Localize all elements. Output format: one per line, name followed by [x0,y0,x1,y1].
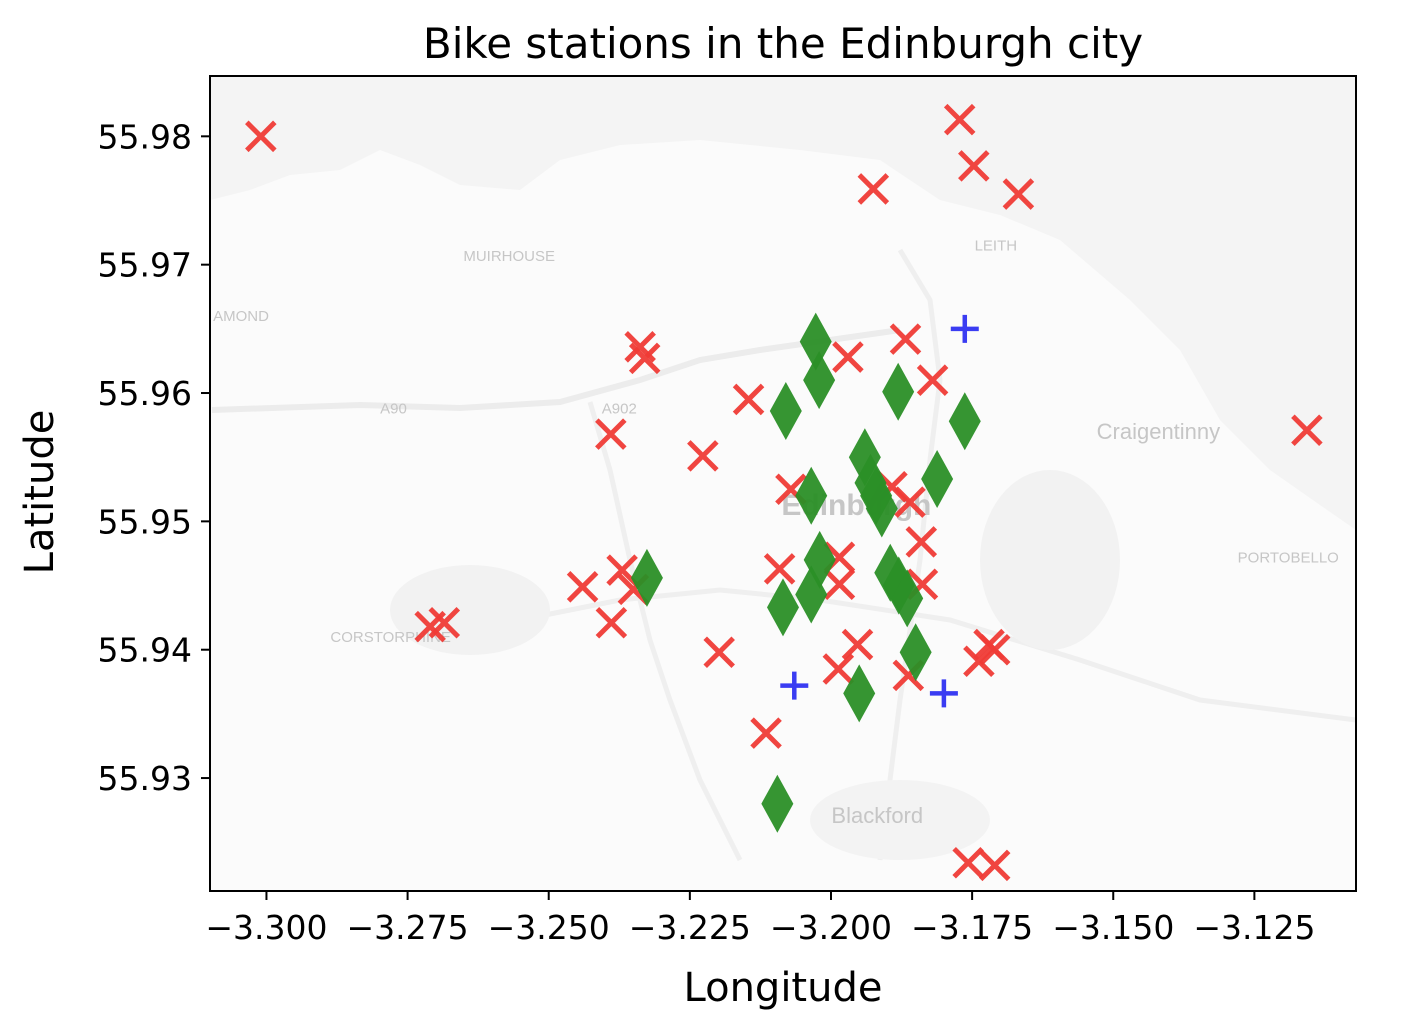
station-x-marker [963,645,995,678]
x-tick-label: −3.300 [205,908,327,947]
station-x-marker [628,342,661,375]
x-axis-label: Longitude [684,965,883,1011]
data-marks [245,103,1323,882]
station-x-marker [958,150,990,182]
y-tick-label: 55.95 [98,502,192,541]
map-label: A902 [602,401,637,418]
map-park-1 [390,565,550,655]
station-x-marker [894,486,926,518]
station-x-marker [595,606,628,639]
map-park-3 [810,780,990,860]
station-x-marker [245,120,277,153]
station-diamond-marker [767,578,799,637]
station-x-marker [750,717,782,749]
station-plus-marker [929,679,958,708]
map-label: Craigentinny [1097,419,1221,444]
station-diamond-marker [769,381,802,440]
x-tick-label: −3.200 [770,908,892,947]
station-x-marker [916,364,949,396]
station-x-marker [857,173,890,205]
map-road-north [877,248,943,861]
station-x-marker [606,554,638,586]
station-x-marker [1002,178,1035,210]
y-tick-label: 55.94 [98,631,192,670]
station-x-marker [822,653,855,685]
map-label: LEITH [975,238,1018,255]
station-x-marker [566,571,599,603]
chart-title: Bike stations in the Edinburgh city [423,19,1143,68]
station-diamond-marker [803,351,836,410]
x-tick-label: −3.150 [1052,908,1174,947]
y-axis-ticks: 55.93 55.94 55.95 55.96 55.97 55.98 [98,117,210,798]
station-x-marker [687,440,719,472]
station-diamond-marker [921,450,954,509]
station-x-marker [905,526,938,558]
station-x-marker [732,383,765,416]
station-x-marker [595,418,627,450]
station-x-marker [763,553,796,585]
y-tick-label: 55.93 [98,759,192,798]
station-x-marker [823,568,856,601]
station-diamond-marker [843,664,876,723]
station-x-marker [703,636,735,669]
station-x-marker [978,633,1011,666]
station-diamond-marker [948,392,981,451]
station-x-marker [943,103,976,136]
station-diamond-marker [795,466,828,525]
y-axis-label: Latitude [17,410,63,575]
y-tick-label: 55.96 [98,374,192,413]
x-tick-label: −3.250 [488,908,610,947]
station-diamond-marker [899,623,932,682]
station-x-marker [952,846,984,879]
y-tick-label: 55.98 [98,117,192,156]
map-label: Blackford [831,803,923,828]
axes-frame [209,75,1357,892]
x-axis-ticks: −3.300 −3.275 −3.250 −3.225 −3.200 −3.175 −3.1… [205,891,1315,947]
station-plus-marker [780,671,809,700]
station-x-marker [978,849,1011,882]
station-plus-marker [950,314,979,343]
map-label: PORTOBELLO [1238,549,1339,566]
station-x-marker [1291,414,1323,447]
x-tick-label: −3.175 [911,908,1033,947]
station-diamond-marker [882,362,915,421]
station-x-marker [832,341,864,373]
map-background [210,76,1356,891]
station-x-marker [889,323,922,355]
y-tick-label: 55.97 [98,246,192,285]
x-tick-label: −3.275 [347,908,469,947]
map-label: A90 [380,401,407,418]
map-road-a902 [587,401,743,862]
station-diamond-marker [795,565,828,624]
station-diamond-marker [799,312,832,371]
x-tick-label: −3.225 [629,908,751,947]
map-label: AMOND [213,308,269,325]
x-tick-label: −3.125 [1193,908,1315,947]
map-label: MUIRHOUSE [463,248,555,265]
map-park-2 [980,470,1120,650]
station-diamond-marker [630,548,663,607]
station-diamond-marker [860,466,893,525]
station-x-marker [428,606,461,639]
station-diamond-marker [761,774,794,833]
station-diamond-marker [891,569,924,628]
map-water-firth [210,76,1356,530]
station-x-marker [841,628,874,661]
